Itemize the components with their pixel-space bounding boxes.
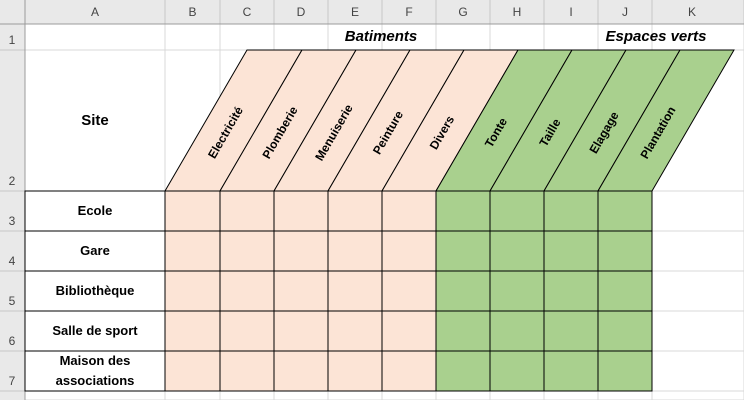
task-cell	[381, 310, 437, 352]
site-header: Site	[81, 112, 109, 129]
site-cell-text: Salle de sport	[52, 323, 138, 338]
task-cell	[381, 270, 437, 312]
task-cell	[597, 230, 653, 272]
task-cell	[543, 230, 599, 272]
task-cell	[164, 350, 221, 392]
column-letter: H	[513, 5, 522, 19]
task-cell	[219, 350, 275, 392]
task-cell	[543, 350, 599, 392]
row-number: 7	[9, 374, 16, 388]
task-cell	[273, 230, 329, 272]
task-cell	[489, 230, 545, 272]
row-number: 3	[9, 214, 16, 228]
task-cell	[327, 310, 383, 352]
task-cell	[597, 310, 653, 352]
column-header-bar	[0, 0, 744, 24]
task-cell	[435, 350, 491, 392]
task-cell	[219, 190, 275, 232]
row-number: 6	[9, 334, 16, 348]
task-cell	[489, 190, 545, 232]
task-cell	[381, 190, 437, 232]
task-cell	[543, 190, 599, 232]
task-cell	[273, 310, 329, 352]
task-cell	[273, 190, 329, 232]
task-cell	[543, 310, 599, 352]
task-cell	[327, 190, 383, 232]
site-name: Maison des associations	[55, 353, 135, 388]
group-title: Espaces verts	[606, 28, 707, 45]
site-cell	[24, 270, 166, 312]
site-cell	[24, 230, 166, 272]
row-number: 4	[9, 254, 16, 268]
task-cell	[489, 270, 545, 312]
column-letter: B	[188, 5, 196, 19]
task-cell	[327, 350, 383, 392]
column-letter: J	[622, 5, 628, 19]
site-cell-text: Gare	[80, 243, 110, 258]
column-letter: G	[458, 5, 467, 19]
row-number: 5	[9, 294, 16, 308]
site-name: Bibliothèque	[55, 283, 135, 298]
task-cell	[597, 190, 653, 232]
task-cell	[219, 230, 275, 272]
task-cell	[543, 270, 599, 312]
site-cell-text: Bibliothèque	[55, 283, 135, 298]
site-cell	[24, 350, 166, 392]
task-cell	[381, 230, 437, 272]
task-cell	[164, 230, 221, 272]
column-letter: K	[688, 5, 696, 19]
task-cell	[273, 270, 329, 312]
task-cell	[489, 310, 545, 352]
column-letter: I	[569, 5, 572, 19]
task-cell	[327, 230, 383, 272]
site-cell-text: Ecole	[77, 203, 113, 218]
site-cell	[24, 310, 166, 352]
site-name: Ecole	[77, 203, 113, 218]
task-cell	[597, 350, 653, 392]
task-cell	[489, 350, 545, 392]
row-number: 2	[9, 174, 16, 188]
column-letter: A	[91, 5, 99, 19]
task-cell	[435, 270, 491, 312]
task-cell	[597, 270, 653, 312]
site-cell	[24, 190, 166, 232]
site-name: Salle de sport	[52, 323, 138, 338]
site-name: Gare	[80, 243, 110, 258]
task-cell	[435, 230, 491, 272]
column-letter: F	[405, 5, 412, 19]
task-cell	[219, 270, 275, 312]
task-cell	[219, 310, 275, 352]
task-cell	[164, 270, 221, 312]
task-cell	[164, 310, 221, 352]
column-letter: D	[297, 5, 306, 19]
task-cell	[435, 190, 491, 232]
row-header-bar	[0, 0, 25, 400]
task-cell	[381, 350, 437, 392]
column-letter: E	[351, 5, 359, 19]
group-title: Batiments	[345, 28, 418, 45]
task-cell	[164, 190, 221, 232]
task-cell	[435, 310, 491, 352]
row-number: 1	[9, 33, 16, 47]
task-cell	[327, 270, 383, 312]
column-letter: C	[243, 5, 252, 19]
task-cell	[273, 350, 329, 392]
site-cell-text: Maison des associations	[55, 353, 135, 388]
